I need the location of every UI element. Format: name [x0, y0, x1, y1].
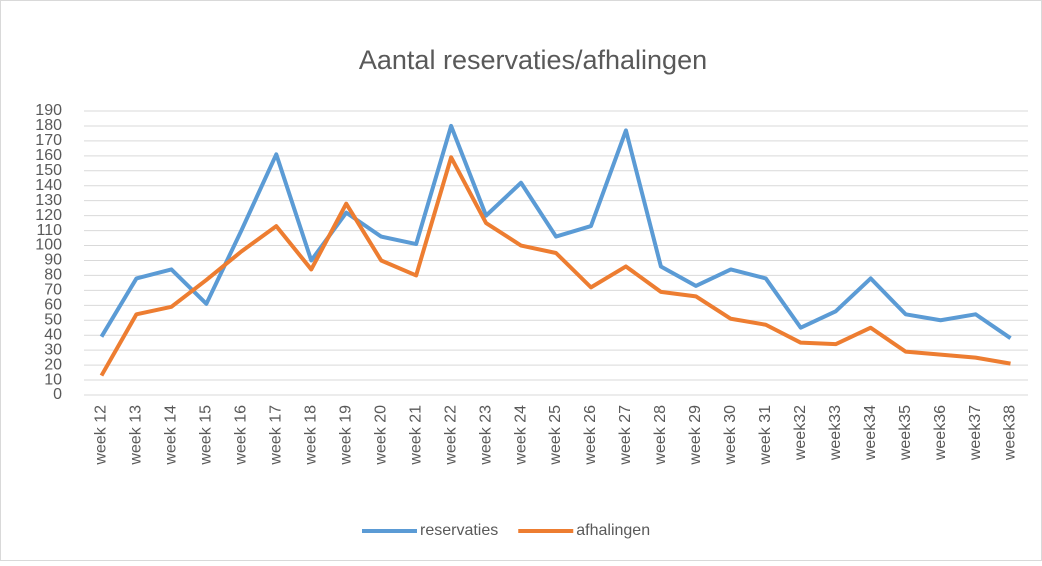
- x-tick-label: week 27: [617, 405, 634, 466]
- x-tick-label: week 16: [233, 405, 250, 466]
- y-tick-label: 160: [35, 147, 62, 164]
- y-tick-label: 10: [44, 371, 62, 388]
- y-tick-label: 80: [44, 267, 62, 284]
- y-tick-label: 20: [44, 356, 62, 373]
- y-tick-label: 130: [35, 192, 62, 209]
- y-tick-label: 60: [44, 297, 62, 314]
- x-tick-label: week32: [792, 405, 809, 461]
- y-tick-label: 50: [44, 311, 62, 328]
- y-tick-label: 170: [35, 132, 62, 149]
- x-tick-label: week 13: [128, 405, 145, 466]
- y-tick-label: 40: [44, 326, 62, 343]
- y-tick-label: 180: [35, 117, 62, 134]
- x-tick-label: week36: [932, 405, 949, 461]
- x-tick-label: week 25: [547, 405, 564, 466]
- y-tick-label: 140: [35, 177, 62, 194]
- x-tick-label: week 24: [512, 405, 529, 466]
- x-tick-label: week 17: [268, 405, 285, 466]
- x-tick-label: week 12: [93, 405, 110, 466]
- line: [99, 155, 1011, 377]
- x-tick-label: week 20: [372, 405, 389, 466]
- x-tick-label: week37: [967, 405, 984, 461]
- y-tick-label: 110: [36, 222, 62, 239]
- y-tick-label: 100: [35, 237, 62, 254]
- x-tick-label: week 14: [163, 405, 180, 466]
- x-tick-label: week 28: [652, 405, 669, 466]
- x-tick-label: week 30: [722, 405, 739, 466]
- y-tick-label: 120: [35, 207, 62, 224]
- x-tick-label: week 18: [302, 405, 319, 466]
- x-tick-label: week 26: [582, 405, 599, 466]
- x-tick-label: week 29: [687, 405, 704, 466]
- x-tick-label: week 31: [757, 405, 774, 466]
- x-tick-label: week38: [1002, 405, 1019, 461]
- x-tick-label: week 21: [407, 405, 424, 466]
- x-tick-label: week33: [827, 405, 844, 461]
- legend-label: reservaties: [420, 522, 498, 539]
- y-tick-label: 0: [53, 386, 62, 403]
- y-tick-label: 70: [44, 282, 62, 299]
- y-tick-label: 190: [35, 102, 62, 119]
- line: [99, 123, 1012, 340]
- x-tick-label: week 22: [442, 405, 459, 466]
- x-tick-label: week 15: [198, 405, 215, 466]
- x-tick-label: week34: [862, 405, 879, 461]
- y-tick-label: 30: [44, 341, 62, 358]
- chart-title: Aantal reservaties/afhalingen: [359, 45, 707, 75]
- x-tick-label: week35: [897, 405, 914, 461]
- x-tick-label: week 23: [477, 405, 494, 466]
- y-tick-label: 90: [44, 252, 62, 269]
- y-tick-label: 150: [35, 162, 62, 179]
- x-tick-label: week 19: [337, 405, 354, 466]
- legend-label: afhalingen: [576, 522, 650, 539]
